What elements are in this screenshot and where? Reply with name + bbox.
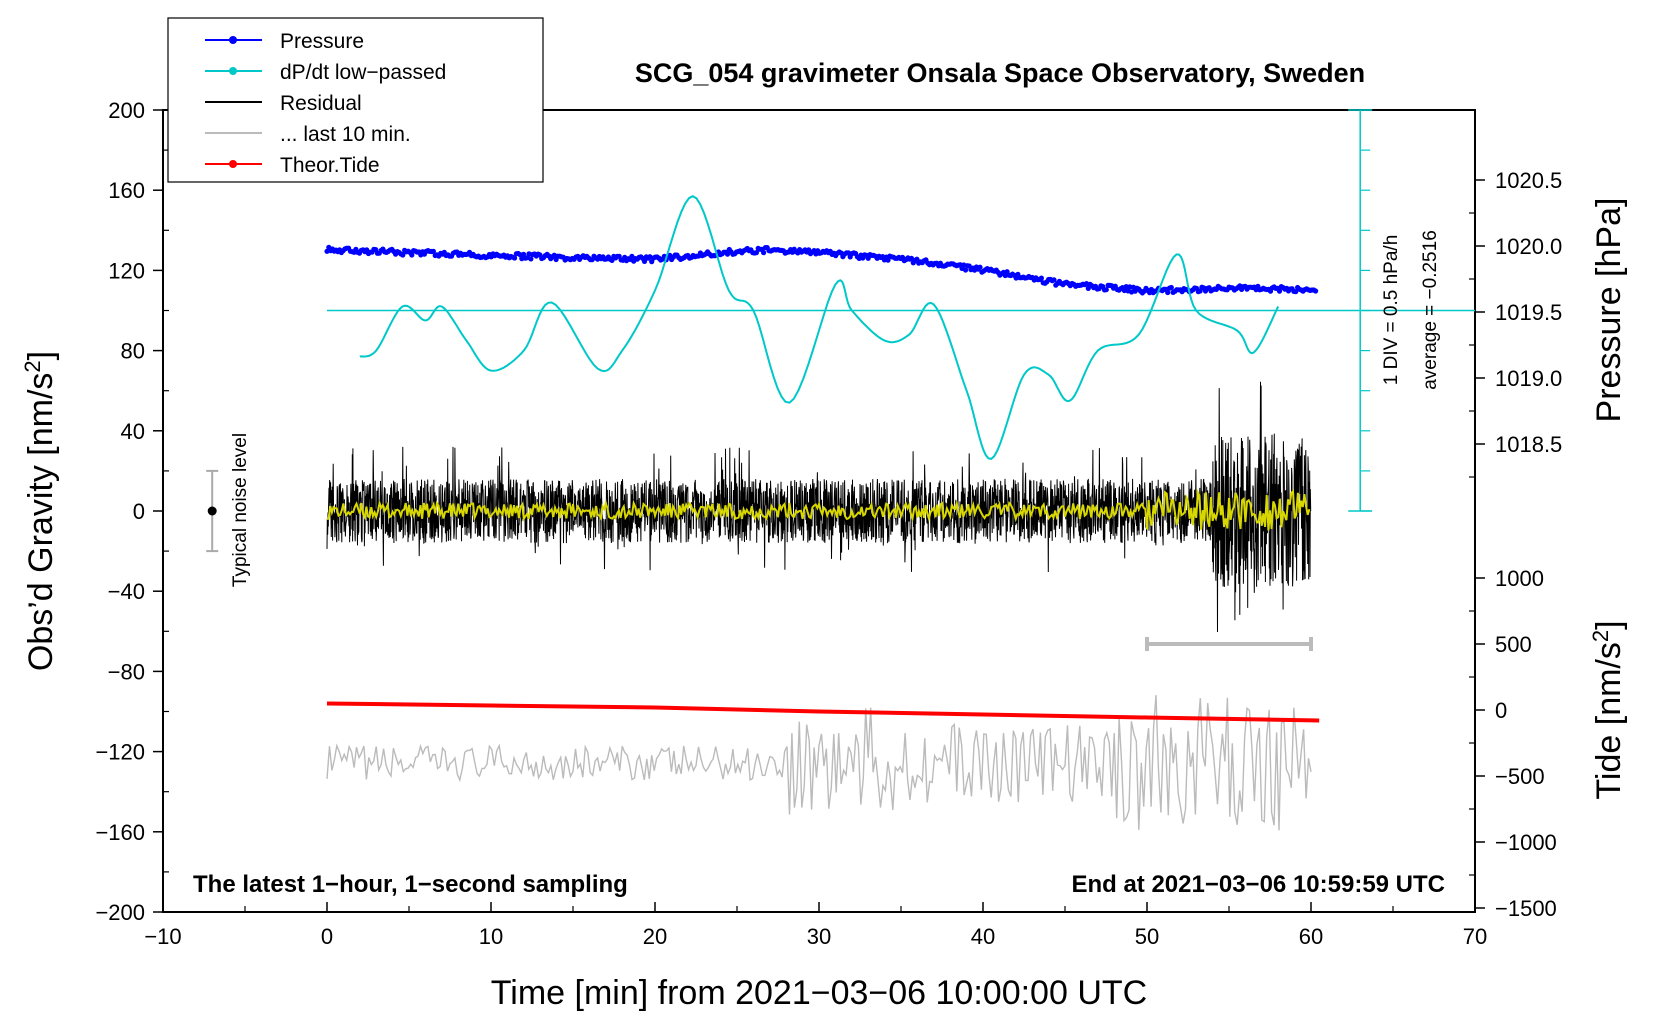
chart-overlays: [206, 109, 1475, 651]
x-tick-label: 70: [1463, 924, 1487, 949]
annotation-div: 1 DIV = 0.5 hPa/h: [1381, 235, 1402, 386]
pressure-axis-label: Pressure [hPa]: [1590, 198, 1628, 423]
tide-tick-label: 0: [1495, 698, 1507, 723]
pressure-point: [409, 252, 415, 258]
left-tick-label: −160: [95, 820, 145, 845]
annotation-end-time: End at 2021−03−06 10:59:59 UTC: [1071, 871, 1445, 898]
series-residual: [326, 381, 1312, 633]
pressure-point: [761, 250, 767, 256]
pressure-point: [521, 251, 527, 257]
pressure-point: [1038, 275, 1044, 281]
pressure-point: [1051, 277, 1057, 283]
annotation-average: average = −0.2516: [1420, 230, 1441, 390]
x-axis-ticks: −10 0 10 20 30 40 50 60 70: [144, 902, 1487, 949]
dpdt-line: [359, 195, 1280, 460]
left-tick-label: 160: [108, 178, 145, 203]
noise-bar-center: [207, 506, 217, 516]
legend-label: Pressure: [280, 30, 364, 53]
tide-tick-label: −1000: [1495, 830, 1557, 855]
pressure-point: [1103, 287, 1109, 293]
x-tick-label: 0: [321, 924, 333, 949]
x-tick-label: 40: [971, 924, 995, 949]
legend-label: Residual: [280, 92, 362, 115]
x-tick-label: 60: [1299, 924, 1323, 949]
x-tick-label: 30: [807, 924, 831, 949]
x-tick-label: −10: [144, 924, 181, 949]
pressure-tick-label: 1019.5: [1495, 300, 1562, 325]
left-axis-ticks: 200 160 120 80 40 0 −40 −80 −120 −160 −200: [95, 98, 169, 925]
series-pressure: [324, 244, 1319, 296]
last-10-min-line: [326, 695, 1312, 831]
x-tick-label: 10: [479, 924, 503, 949]
legend-label: Theor.Tide: [280, 154, 380, 177]
pressure-point: [400, 252, 406, 258]
left-tick-label: 120: [108, 258, 145, 283]
series-dpdt-low-passed: [359, 195, 1280, 460]
tide-axis-label: Tide [nm/s2]: [1588, 620, 1628, 799]
tide-axis-label-sup: 2: [1588, 630, 1613, 642]
pressure-tick-label: 1018.5: [1495, 432, 1562, 457]
tide-tick-label: −1500: [1495, 896, 1557, 921]
series-residual-smoothed: [326, 488, 1311, 531]
pressure-point: [1085, 285, 1091, 291]
chart-title: SCG_054 gravimeter Onsala Space Observat…: [635, 58, 1365, 88]
pressure-point: [1168, 284, 1174, 291]
tide-axis-label-end: ]: [1590, 620, 1628, 629]
tide-line: [326, 701, 1320, 723]
legend-box: [167, 17, 544, 183]
pressure-point: [885, 257, 891, 263]
legend: Pressure dP/dt low−passed Residual ... last…: [167, 17, 544, 183]
left-axis-label: Obs’d Gravity [nm/s2]: [20, 351, 60, 671]
pressure-tick-label: 1019.0: [1495, 366, 1562, 391]
tide-axis-ticks: 1000 500 0 −500 −1000 −1500: [1469, 566, 1557, 921]
pressure-point: [1276, 288, 1283, 294]
pressure-point: [977, 264, 983, 270]
left-tick-label: 0: [133, 499, 145, 524]
pressure-axis-ticks: 1020.5 1020.0 1019.5 1019.0 1018.5: [1469, 168, 1562, 478]
legend-marker: [229, 36, 237, 44]
residual-smoothed-line: [326, 488, 1311, 531]
pressure-point: [1165, 289, 1171, 296]
left-tick-label: −200: [95, 900, 145, 925]
tide-axis-label-main: Tide [nm/s: [1590, 642, 1628, 799]
residual-line: [326, 381, 1312, 633]
left-tick-label: 40: [121, 419, 145, 444]
left-axis-label-sup: 2: [20, 360, 45, 372]
left-tick-label: 200: [108, 98, 145, 123]
annotation-noise: Typical noise level: [230, 433, 251, 587]
left-axis-label-end: ]: [22, 351, 60, 360]
left-tick-label: −80: [108, 659, 145, 684]
pressure-tick-label: 1020.5: [1495, 168, 1562, 193]
pressure-point: [1313, 288, 1319, 294]
series-last-10-min: [326, 695, 1312, 831]
pressure-point: [963, 267, 969, 273]
series-theoretical-tide: [326, 701, 1320, 723]
pressure-point: [430, 248, 436, 254]
legend-label: ... last 10 min.: [280, 123, 411, 146]
pressure-point: [528, 256, 534, 262]
pressure-tick-label: 1020.0: [1495, 234, 1562, 259]
left-tick-label: 80: [121, 339, 145, 364]
tide-tick-label: 1000: [1495, 566, 1544, 591]
pressure-point: [511, 255, 518, 261]
legend-label: dP/dt low−passed: [280, 61, 446, 84]
pressure-point: [753, 250, 760, 256]
x-tick-label: 20: [643, 924, 667, 949]
left-tick-label: −120: [95, 740, 145, 765]
x-axis-label: Time [min] from 2021−03−06 10:00:00 UTC: [491, 974, 1147, 1012]
tide-tick-label: 500: [1495, 632, 1532, 657]
pressure-point: [641, 258, 648, 264]
legend-marker: [229, 67, 237, 75]
left-tick-label: −40: [108, 579, 145, 604]
annotation-sampling: The latest 1−hour, 1−second sampling: [193, 871, 628, 898]
left-axis-label-main: Obs’d Gravity [nm/s: [22, 373, 60, 672]
pressure-point: [914, 256, 920, 262]
x-tick-label: 50: [1135, 924, 1159, 949]
tide-tick-label: −500: [1495, 764, 1545, 789]
legend-marker: [229, 160, 237, 168]
pressure-point: [1293, 289, 1299, 295]
